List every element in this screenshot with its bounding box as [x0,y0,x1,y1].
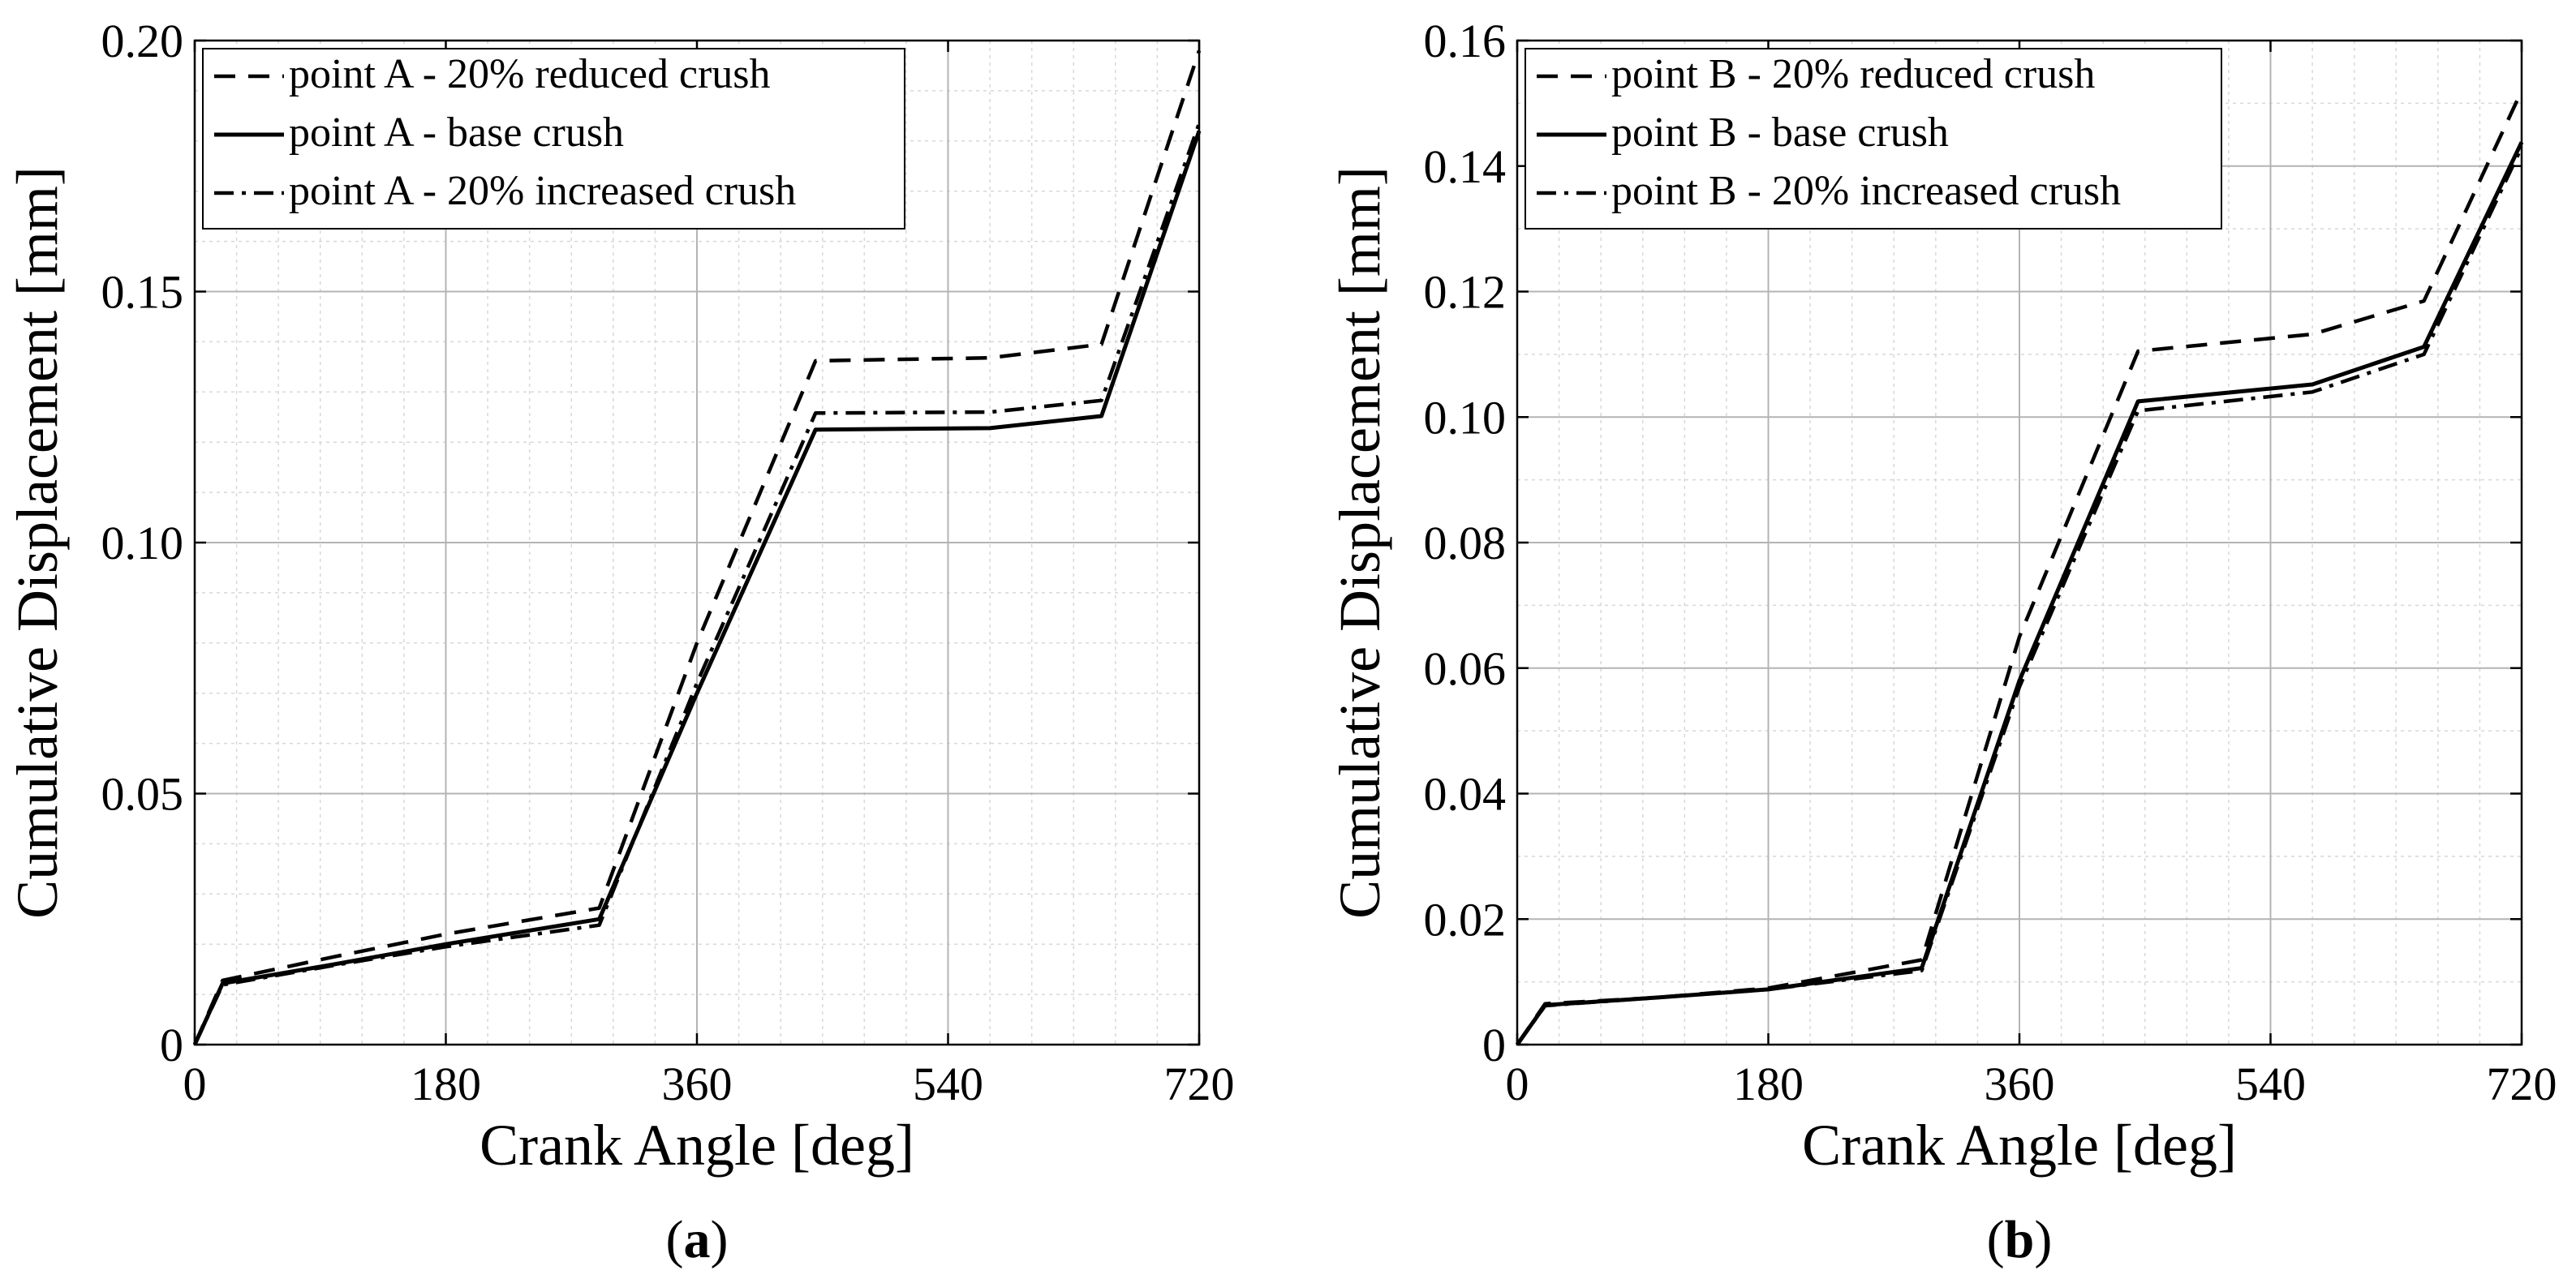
x-axis-label: Crank Angle [deg] [1802,1113,2237,1178]
y-tick-label: 0 [160,1019,183,1071]
legend-box [1525,48,2222,230]
panel-caption: (a) [666,1210,729,1269]
x-tick-label: 720 [1164,1058,1235,1110]
legend-label: point B - base crush [1611,109,1949,156]
x-tick-label: 180 [411,1058,481,1110]
panel-caption-part: b [2005,1210,2035,1269]
y-tick-label: 0.12 [1424,266,1507,319]
y-tick-label: 0.10 [1424,391,1507,444]
x-tick-label: 540 [2235,1058,2306,1110]
y-tick-label: 0.06 [1424,642,1507,695]
y-tick-label: 0.15 [101,266,184,319]
legend-label: point A - base crush [289,109,624,156]
x-tick-label: 0 [1506,1058,1529,1110]
x-tick-label: 360 [1985,1058,2055,1110]
y-tick-label: 0.10 [101,517,184,569]
y-tick-label: 0.05 [101,768,184,821]
chart-panel-b: 0 180 360 540 720 0 0.02 0.04 0.06 0.08 0.10 0.12 0.… [1327,15,2557,1269]
panel-caption: (b) [1987,1210,2053,1269]
series-line-solid [1515,141,2524,1046]
x-tick-label: 180 [1733,1058,1804,1110]
y-tick-label: 0 [1482,1019,1506,1071]
y-tick-label: 0.20 [101,15,184,67]
chart-panel-a: 0 180 360 540 720 0 0.05 0.10 0.15 0.20 Crank Angl… [5,15,1235,1269]
series-line-dashdot [1516,146,2524,1046]
x-tick-label: 360 [662,1058,733,1110]
y-axis-label: Cumulative Displacement [mm] [5,166,70,919]
legend-label: point B - 20% reduced crush [1611,51,2095,97]
x-tick-label: 0 [183,1058,207,1110]
y-axis-label: Cumulative Displacement [mm] [1327,166,1392,919]
y-tick-label: 0.04 [1424,768,1507,821]
legend-label: point A - 20% reduced crush [289,51,771,97]
y-tick-label: 0.16 [1424,15,1507,67]
series-line-dashdot [192,122,1202,1045]
panel-caption-part: a [684,1210,711,1269]
panel-caption-part: ) [2034,1210,2052,1269]
panel-caption-part: ( [666,1210,684,1269]
series-line-dashed [192,49,1202,1045]
legend-label: point A - 20% increased crush [289,168,796,214]
x-axis-label: Crank Angle [deg] [480,1113,914,1178]
panel-caption-part: ( [1987,1210,2005,1269]
y-tick-label: 0.02 [1424,893,1507,946]
panel-caption-part: ) [711,1210,729,1269]
y-tick-label: 0.08 [1424,517,1507,569]
x-tick-label: 540 [913,1058,983,1110]
legend-label: point B - 20% increased crush [1611,168,2121,214]
y-tick-label: 0.14 [1424,140,1507,193]
legend-box [202,48,905,230]
x-tick-label: 720 [2487,1058,2557,1110]
